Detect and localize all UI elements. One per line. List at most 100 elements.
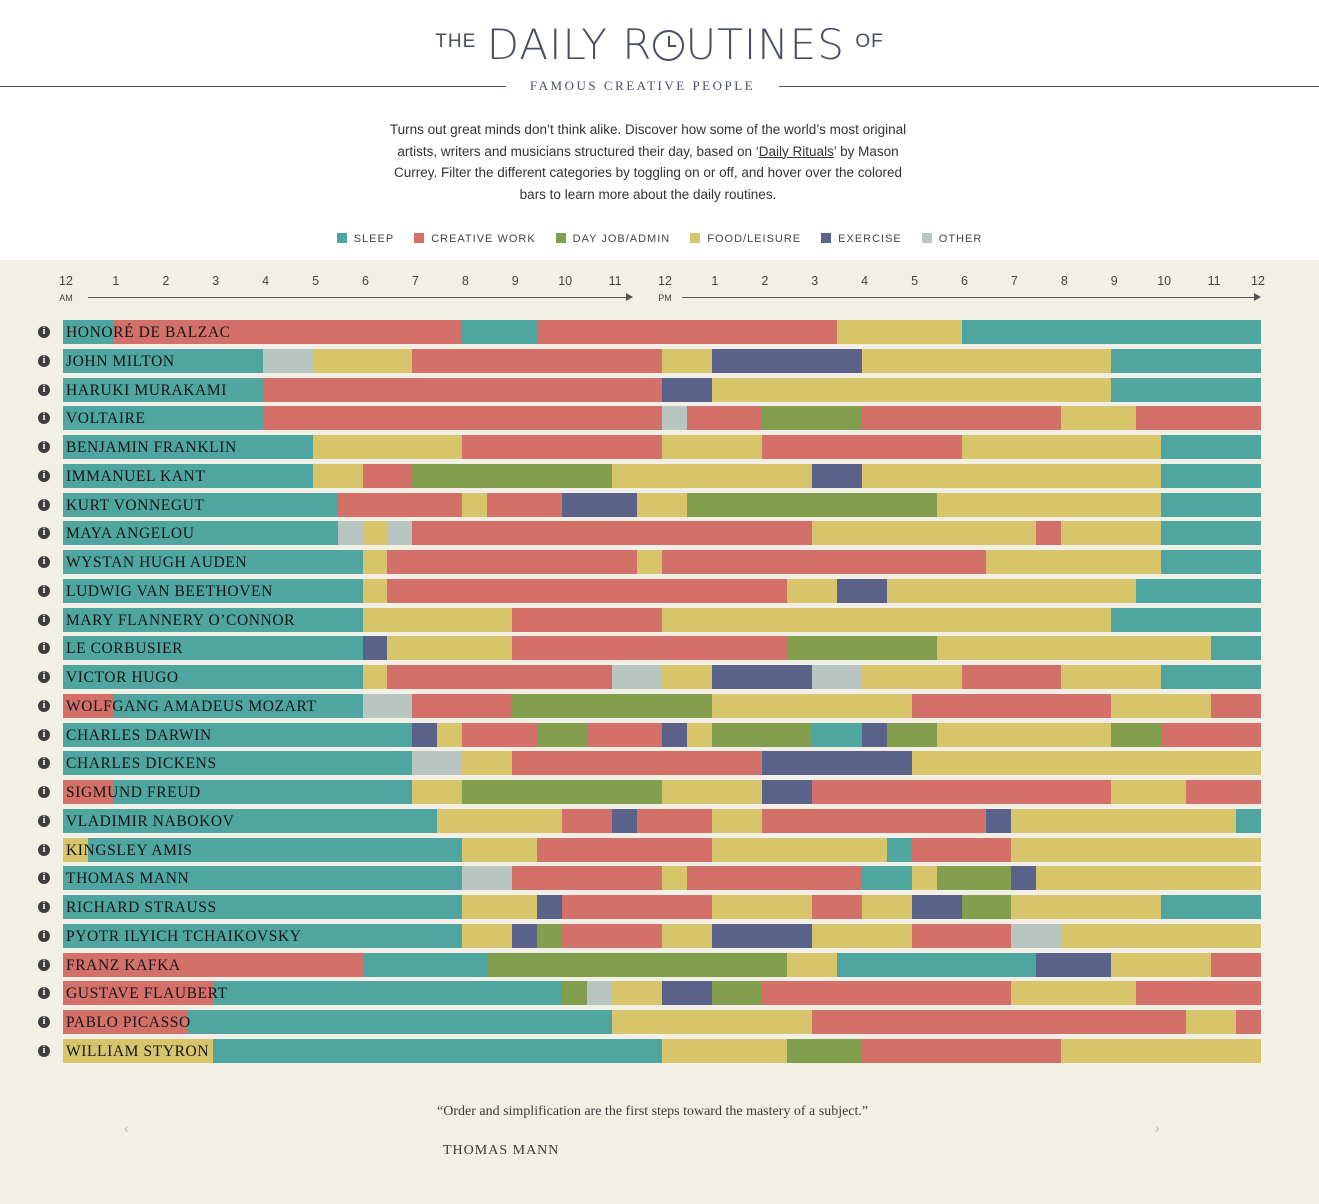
segment-creative[interactable]: [587, 722, 662, 747]
segment-sleep[interactable]: [63, 550, 363, 574]
segment-food[interactable]: [1061, 923, 1261, 948]
segment-exercise[interactable]: [1036, 952, 1111, 977]
segment-dayjob[interactable]: [762, 406, 862, 431]
segment-food[interactable]: [313, 463, 363, 488]
segment-food[interactable]: [1186, 1010, 1236, 1034]
info-icon[interactable]: i: [38, 527, 50, 540]
segment-other[interactable]: [612, 665, 662, 689]
segment-food[interactable]: [462, 923, 512, 948]
segment-sleep[interactable]: [1161, 435, 1261, 459]
segment-food[interactable]: [63, 1038, 213, 1063]
segment-dayjob[interactable]: [712, 981, 762, 1006]
segment-creative[interactable]: [338, 492, 462, 517]
info-icon[interactable]: i: [38, 671, 50, 683]
segment-creative[interactable]: [1161, 722, 1261, 747]
segment-other[interactable]: [338, 521, 363, 546]
segment-creative[interactable]: [63, 693, 113, 718]
segment-creative[interactable]: [637, 808, 712, 833]
segment-exercise[interactable]: [837, 578, 887, 603]
segment-creative[interactable]: [1136, 981, 1261, 1006]
segment-sleep[interactable]: [462, 320, 537, 344]
info-icon[interactable]: i: [38, 642, 50, 655]
info-icon[interactable]: i: [38, 354, 50, 367]
segment-creative[interactable]: [762, 435, 962, 459]
segment-other[interactable]: [812, 665, 862, 689]
segment-exercise[interactable]: [562, 492, 637, 517]
segment-sleep[interactable]: [1211, 636, 1261, 661]
segment-exercise[interactable]: [986, 808, 1011, 833]
segment-creative[interactable]: [1136, 406, 1261, 431]
segment-food[interactable]: [1061, 406, 1136, 431]
segment-food[interactable]: [363, 521, 387, 546]
segment-creative[interactable]: [113, 320, 462, 344]
info-icon[interactable]: i: [38, 412, 50, 425]
info-icon[interactable]: i: [38, 584, 50, 597]
segment-sleep[interactable]: [63, 578, 363, 603]
segment-sleep[interactable]: [63, 377, 263, 402]
segment-food[interactable]: [862, 463, 1161, 488]
info-icon[interactable]: i: [38, 1044, 50, 1057]
segment-sleep[interactable]: [1161, 550, 1261, 574]
legend-item-exercise[interactable]: EXERCISE: [821, 233, 902, 245]
segment-food[interactable]: [1011, 895, 1161, 919]
segment-sleep[interactable]: [1161, 895, 1261, 919]
segment-dayjob[interactable]: [962, 895, 1011, 919]
segment-other[interactable]: [363, 693, 412, 718]
segment-sleep[interactable]: [887, 837, 912, 862]
segment-food[interactable]: [812, 521, 1036, 546]
info-icon[interactable]: i: [38, 1016, 50, 1028]
info-icon[interactable]: i: [38, 757, 50, 770]
segment-creative[interactable]: [912, 693, 1111, 718]
segment-food[interactable]: [912, 866, 937, 891]
segment-creative[interactable]: [363, 463, 412, 488]
segment-exercise[interactable]: [662, 981, 712, 1006]
segment-food[interactable]: [1011, 808, 1236, 833]
segment-exercise[interactable]: [812, 463, 862, 488]
segment-sleep[interactable]: [1161, 665, 1261, 689]
segment-dayjob[interactable]: [787, 636, 937, 661]
segment-creative[interactable]: [387, 550, 637, 574]
segment-creative[interactable]: [762, 808, 986, 833]
segment-food[interactable]: [862, 348, 1111, 373]
info-icon[interactable]: i: [38, 699, 50, 712]
segment-food[interactable]: [612, 1010, 812, 1034]
segment-sleep[interactable]: [213, 981, 562, 1006]
segment-exercise[interactable]: [512, 923, 537, 948]
segment-sleep[interactable]: [63, 521, 338, 546]
segment-food[interactable]: [962, 435, 1161, 459]
segment-food[interactable]: [412, 780, 462, 804]
segment-food[interactable]: [662, 607, 1111, 632]
segment-food[interactable]: [1036, 866, 1261, 891]
segment-food[interactable]: [437, 722, 462, 747]
segment-creative[interactable]: [263, 406, 662, 431]
segment-food[interactable]: [937, 636, 1211, 661]
segment-creative[interactable]: [537, 837, 712, 862]
segment-exercise[interactable]: [612, 808, 637, 833]
segment-dayjob[interactable]: [537, 923, 562, 948]
segment-sleep[interactable]: [63, 406, 263, 431]
segment-sleep[interactable]: [1161, 521, 1261, 546]
segment-food[interactable]: [662, 923, 712, 948]
segment-creative[interactable]: [387, 665, 612, 689]
segment-food[interactable]: [1011, 981, 1136, 1006]
segment-creative[interactable]: [512, 866, 662, 891]
segment-creative[interactable]: [687, 866, 862, 891]
segment-dayjob[interactable]: [512, 693, 712, 718]
info-icon[interactable]: i: [38, 843, 50, 856]
segment-food[interactable]: [712, 693, 912, 718]
segment-food[interactable]: [986, 550, 1161, 574]
segment-other[interactable]: [1011, 923, 1061, 948]
segment-exercise[interactable]: [912, 895, 962, 919]
segment-food[interactable]: [937, 722, 1111, 747]
segment-creative[interactable]: [962, 665, 1061, 689]
segment-food[interactable]: [462, 751, 512, 776]
segment-food[interactable]: [437, 808, 562, 833]
segment-creative[interactable]: [63, 780, 113, 804]
segment-creative[interactable]: [462, 722, 537, 747]
segment-creative[interactable]: [812, 780, 1111, 804]
segment-food[interactable]: [462, 837, 537, 862]
segment-food[interactable]: [363, 607, 512, 632]
segment-sleep[interactable]: [63, 348, 263, 373]
legend-item-food[interactable]: FOOD/LEISURE: [690, 233, 801, 245]
segment-food[interactable]: [712, 808, 762, 833]
